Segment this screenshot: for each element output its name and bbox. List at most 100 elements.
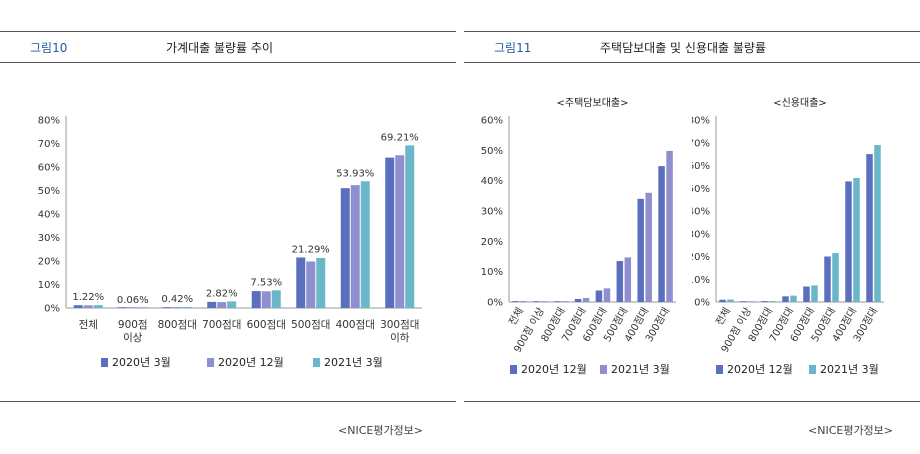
legend-swatch	[101, 358, 108, 367]
y-tick-label: 40%	[692, 207, 710, 218]
header-rule	[464, 62, 920, 63]
bar-2020년-12월-400점대	[350, 185, 360, 308]
bottom-rule	[464, 401, 920, 402]
bar-2021년-3월-300점대	[666, 150, 673, 302]
bar-2021년-3월-400점대	[853, 178, 860, 302]
data-label: 21.29%	[292, 244, 330, 255]
bar-2020년-12월-800점대	[553, 301, 561, 302]
bar-2020년-12월-800점대	[172, 307, 182, 308]
data-label: 0.42%	[161, 294, 193, 305]
figure-title: 가계대출 불량률 추이	[166, 41, 273, 55]
bar-2020년-3월-400점대	[340, 188, 350, 308]
y-tick-label: 30%	[481, 207, 503, 218]
legend-label: 2020년 3월	[112, 356, 171, 369]
chart-title: <주택담보대출>	[557, 97, 629, 109]
x-tick-label: 400점대	[336, 319, 375, 331]
top-rule	[0, 31, 456, 32]
data-label: 2.82%	[206, 288, 238, 299]
y-tick-label: 30%	[692, 229, 710, 240]
bar-2021년-3월-400점대	[360, 181, 370, 308]
chart-title: <신용대출>	[773, 97, 827, 109]
bar-2021년-3월-전체	[93, 305, 103, 308]
bar-2021년-3월-800점대	[561, 301, 569, 302]
household-loan-bad-rate-chart: 0% 10% 20% 30% 40% 50% 60% 70% 80% 1.22% 전체 0.06% 90…	[38, 116, 422, 369]
x-tick-label: 900점 이상	[118, 319, 148, 344]
bar-2021년-3월-900점-이상	[138, 307, 148, 308]
bar-2021년-3월-300점대-이하	[405, 145, 415, 308]
y-tick-label: 50%	[38, 186, 60, 197]
data-label: 7.53%	[250, 277, 282, 288]
x-tick-label: 800점대	[158, 319, 197, 331]
x-tick-label: 전체	[714, 306, 734, 328]
source-note: <NICE평가정보>	[338, 424, 424, 437]
bar-2021년-3월-700점대	[790, 295, 797, 302]
bar-2020년-12월-700점대	[217, 302, 227, 308]
bar-2021년-3월-800점대	[182, 307, 192, 308]
bar-2020년-3월-800점대	[162, 307, 172, 308]
legend-swatch	[716, 365, 723, 374]
bar-2020년-12월-600점대	[261, 291, 271, 308]
header-rule	[0, 62, 456, 63]
bar-2021년-3월-700점대	[582, 298, 590, 302]
legend-label: 2020년 12월	[521, 363, 587, 376]
x-tick-label: 600점대	[247, 319, 286, 331]
legend-label: 2020년 12월	[727, 363, 793, 376]
bar-2020년-12월-900점-이상	[533, 301, 540, 302]
legend-swatch	[809, 365, 816, 374]
bar-2020년-12월-300점대	[866, 154, 873, 302]
bar-2021년-3월-500점대	[832, 253, 839, 302]
y-tick-label: 40%	[38, 210, 60, 221]
x-tick-label: 300점대 이하	[380, 319, 419, 344]
x-tick-label: 500점대	[291, 319, 330, 331]
bar-2020년-12월-900점-이상	[740, 301, 747, 302]
legend-label: 2021년 3월	[611, 363, 670, 376]
legend-swatch	[510, 365, 517, 374]
bar-2020년-12월-700점대	[574, 298, 582, 302]
y-tick-label: 80%	[692, 116, 710, 127]
y-tick-label: 50%	[692, 184, 710, 195]
y-tick-label: 10%	[692, 275, 710, 286]
y-tick-label: 40%	[481, 176, 503, 187]
figure-label: 그림10	[30, 41, 68, 55]
bar-2021년-3월-700점대	[227, 301, 237, 308]
y-tick-label: 60%	[481, 116, 503, 127]
y-tick-label: 20%	[481, 237, 503, 248]
bar-2020년-12월-500점대	[824, 256, 831, 302]
y-tick-label: 20%	[38, 257, 60, 268]
y-tick-label: 50%	[481, 146, 503, 157]
bar-2020년-3월-500점대	[296, 257, 306, 308]
bar-2020년-3월-전체	[73, 305, 83, 308]
figure-10-panel: 그림10 가계대출 불량률 추이 0% 10% 20% 30% 40% 50% 60% 70%…	[0, 31, 456, 437]
bar-2020년-12월-300점대	[658, 166, 665, 302]
top-rule	[464, 31, 920, 32]
figure-11-panel: 그림11 주택담보대출 및 신용대출 불량률 <주택담보대출> 0% 10% 20% 3…	[464, 0, 920, 454]
bar-2020년-3월-300점대-이하	[385, 157, 395, 308]
bar-2020년-3월-600점대	[251, 291, 261, 308]
bar-2021년-3월-400점대	[645, 192, 652, 302]
bar-2020년-12월-600점대	[803, 286, 810, 302]
bar-2020년-12월-전체	[512, 301, 519, 302]
bar-2020년-12월-전체	[719, 299, 726, 302]
bar-2021년-3월-800점대	[769, 301, 776, 302]
source-note: <NICE평가정보>	[808, 424, 894, 437]
y-tick-label: 10%	[38, 280, 60, 291]
bar-2021년-3월-600점대	[603, 288, 611, 302]
bar-2020년-12월-300점대-이하	[395, 155, 405, 308]
bar-2020년-12월-800점대	[761, 301, 768, 302]
bar-2020년-12월-전체	[83, 305, 93, 308]
bar-2020년-12월-500점대	[616, 261, 624, 302]
y-tick-label: 20%	[692, 252, 710, 263]
figure-label: 그림11	[494, 41, 532, 55]
bar-2020년-12월-900점-이상	[128, 307, 138, 308]
legend-swatch	[207, 358, 214, 367]
bar-2020년-12월-600점대	[595, 290, 603, 302]
x-tick-label: 전체	[79, 319, 98, 331]
bar-2020년-3월-900점-이상	[118, 307, 128, 308]
y-tick-label: 60%	[692, 161, 710, 172]
y-tick-label: 70%	[38, 139, 60, 150]
data-label: 0.06%	[117, 295, 149, 306]
bar-2021년-3월-900점-이상	[541, 301, 548, 302]
bar-2021년-3월-300점대	[874, 145, 881, 302]
